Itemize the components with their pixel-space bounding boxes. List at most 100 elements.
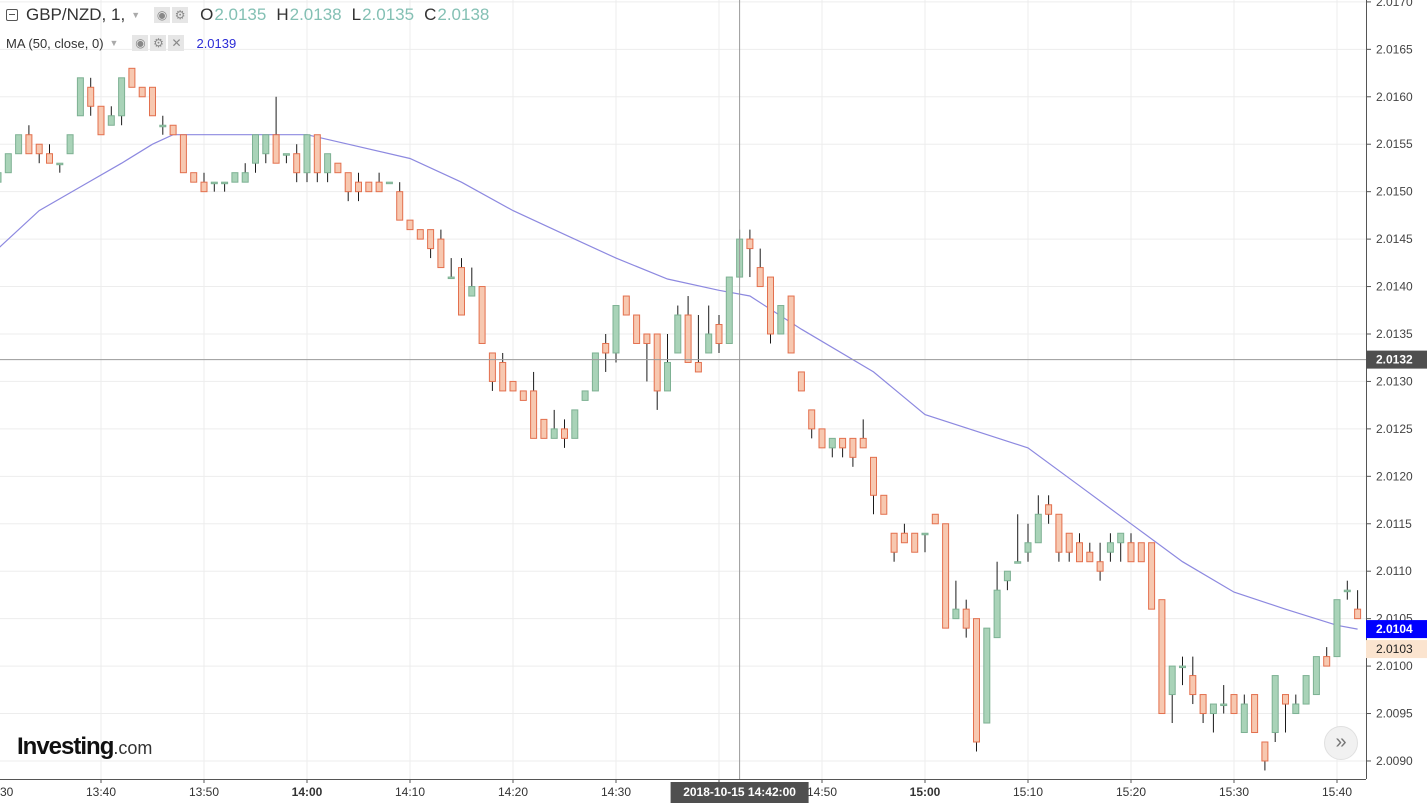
candle-body-up [468, 286, 476, 297]
candle-body-down [344, 172, 352, 193]
candle [1199, 694, 1207, 724]
candle [571, 409, 579, 439]
candle [87, 77, 95, 116]
candle-body-down [437, 238, 445, 269]
candle-body-down [427, 229, 435, 250]
candle-body-up [777, 305, 785, 335]
candle [4, 153, 12, 174]
eye-icon[interactable]: ◉ [154, 7, 171, 23]
candle [561, 419, 568, 448]
candle-body-down [1148, 542, 1156, 610]
candle [1282, 694, 1289, 733]
y-tick-label: 2.0140 [1376, 280, 1413, 294]
candle-body-up [993, 589, 1001, 639]
gear-icon[interactable]: ⚙ [150, 35, 167, 51]
candle [993, 561, 1001, 639]
candle [942, 523, 950, 629]
candle-body-up [66, 134, 74, 155]
y-tick-label: 2.0135 [1376, 327, 1413, 341]
candle [416, 229, 424, 240]
candle [1024, 523, 1032, 562]
candle [870, 456, 877, 515]
candle-body-up [324, 153, 332, 174]
candle-body-down [818, 428, 826, 449]
candle-body-down [138, 86, 146, 98]
close-value: 2.0138 [437, 5, 490, 24]
candle [107, 106, 115, 126]
candle-body-up [1292, 703, 1300, 715]
y-tick-label: 2.0170 [1376, 0, 1413, 9]
candle [149, 86, 156, 117]
candle [643, 333, 651, 382]
candle [1251, 694, 1259, 734]
close-icon[interactable]: ✕ [168, 35, 185, 51]
candle [221, 181, 229, 192]
candle [1189, 656, 1197, 705]
candle-body-down [272, 134, 280, 164]
candle-body-down [787, 295, 795, 354]
chevron-down-icon[interactable]: ▼ [109, 38, 119, 48]
ma-indicator-value: 2.0139 [196, 35, 237, 51]
candle-body-up [550, 428, 558, 439]
candle [406, 219, 414, 231]
candle [540, 418, 548, 439]
candle-body-up [1333, 599, 1341, 658]
candle-body-up [107, 115, 115, 126]
candle [684, 296, 692, 363]
candle-body-down [797, 371, 805, 392]
candle [519, 390, 527, 401]
candle [1312, 656, 1320, 696]
y-tick-label: 2.0115 [1376, 517, 1412, 531]
candle [344, 172, 352, 202]
candle [468, 267, 476, 297]
last-close-box [1366, 640, 1427, 659]
scroll-to-realtime-button[interactable]: » [1324, 726, 1358, 760]
candle [15, 134, 23, 155]
gear-icon[interactable]: ⚙ [172, 7, 189, 23]
candle [530, 371, 538, 439]
candle-body-down [1127, 542, 1135, 563]
candle-body-down [1354, 608, 1362, 620]
high-value: 2.0138 [289, 5, 342, 24]
eye-icon[interactable]: ◉ [132, 35, 149, 51]
candle [890, 532, 898, 562]
candle [447, 258, 455, 280]
candle-body-down [1076, 542, 1083, 563]
high-label: H [276, 5, 289, 24]
candle-body-up [664, 361, 671, 392]
candle-body-down [1189, 675, 1197, 696]
candle-body-down [602, 342, 610, 354]
candle-body-down [499, 361, 507, 392]
candle-body-down [46, 153, 53, 164]
candle-body-down [1323, 656, 1331, 667]
candle-body-up [1024, 542, 1032, 553]
candle-body-down [396, 191, 404, 221]
candle-body-up [612, 305, 620, 354]
candle-body-up [1220, 703, 1228, 707]
candle [313, 134, 321, 183]
crosshair-time-label: 2018-10-15 14:42:00 [683, 785, 796, 799]
candle [282, 153, 290, 164]
candle [808, 409, 816, 439]
candle-body-down [859, 437, 867, 449]
collapse-legend-icon[interactable] [6, 9, 18, 21]
candle [252, 134, 259, 173]
x-tick-label: 14:50 [807, 785, 837, 799]
candle [169, 124, 177, 136]
y-tick-label: 2.0130 [1376, 374, 1413, 388]
candle-body-down [1045, 504, 1053, 515]
y-tick-label: 2.0110 [1376, 564, 1412, 578]
candle-body-down [973, 618, 980, 743]
candle-body-up [15, 134, 23, 155]
y-tick-label: 2.0160 [1376, 90, 1413, 104]
candle-body-down [169, 124, 177, 136]
candle-body-up [1106, 542, 1114, 553]
candle [56, 162, 64, 173]
candle-body-down [519, 390, 527, 401]
x-tick-label: 30 [0, 785, 14, 799]
candle-body-down [684, 314, 692, 363]
chevron-down-icon[interactable]: ▼ [131, 10, 141, 20]
ma-price-label: 2.0104 [1376, 622, 1413, 636]
candle [200, 172, 208, 193]
